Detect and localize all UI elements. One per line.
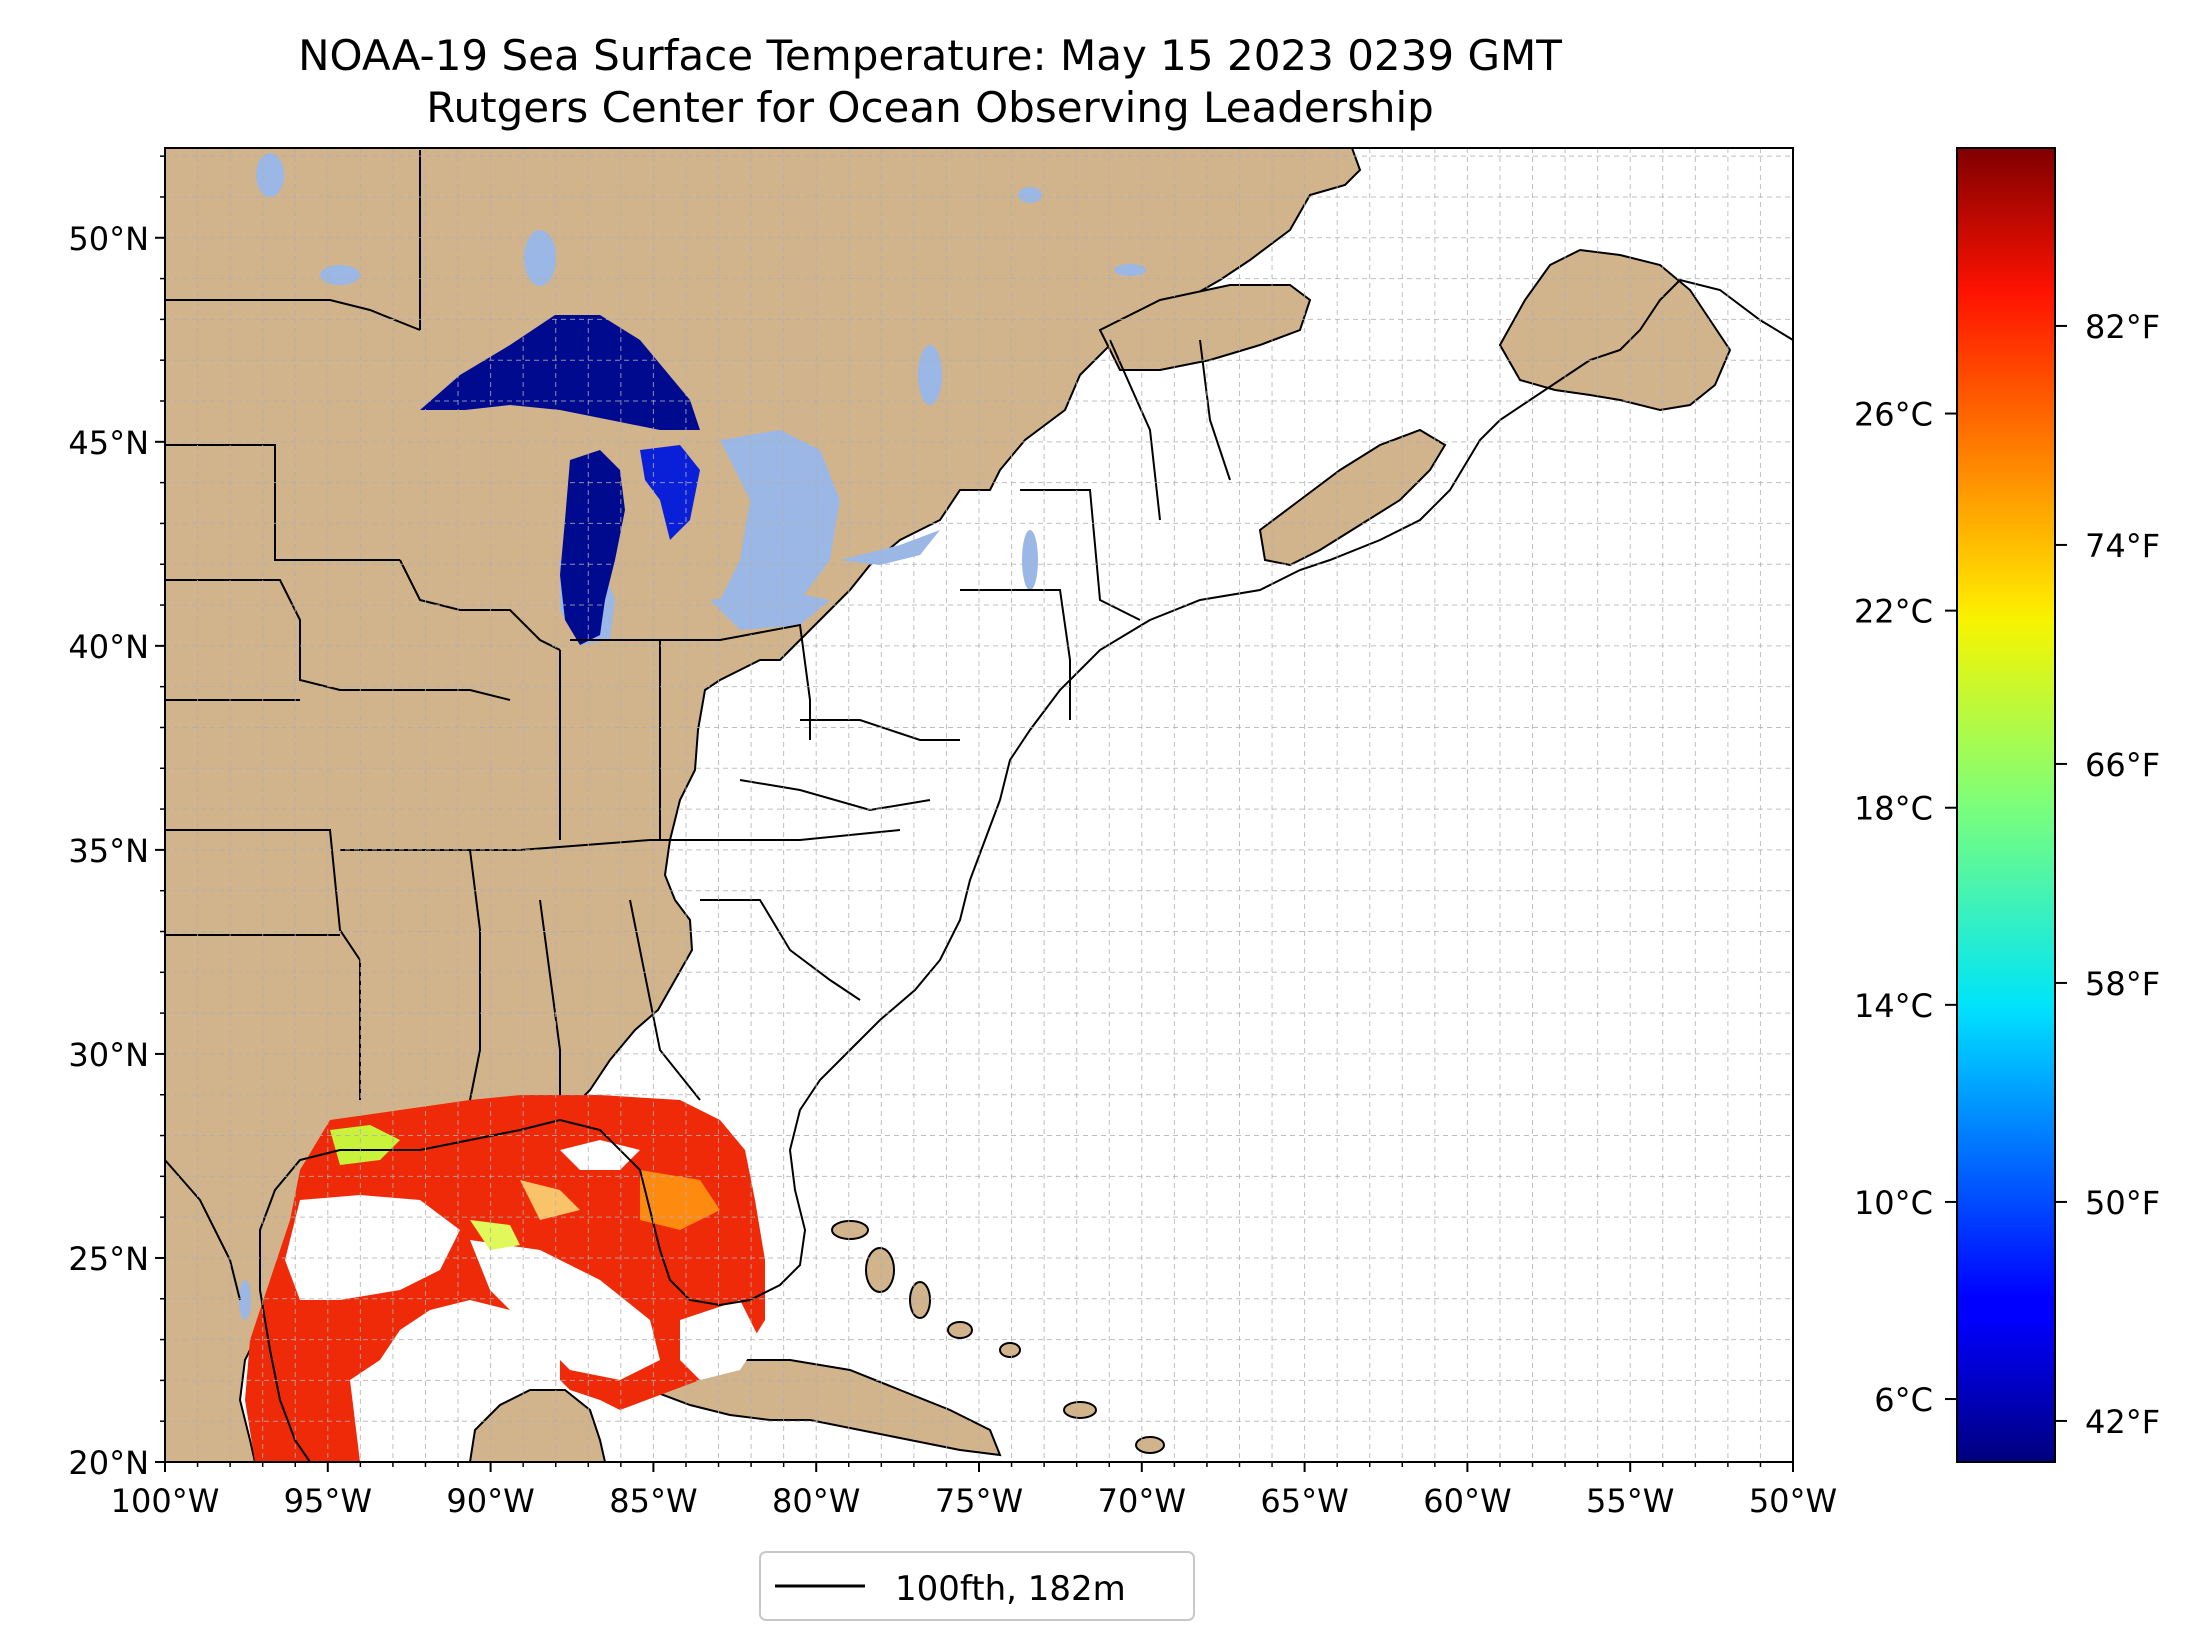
lat-tick-label: 25°N <box>68 1240 149 1278</box>
colorbar-c-tick-label: 10°C <box>1854 1184 1933 1222</box>
cuba-land <box>647 1359 1002 1457</box>
title-line-2: Rutgers Center for Ocean Observing Leade… <box>426 83 1434 132</box>
lon-tick-label: 75°W <box>935 1482 1023 1520</box>
colorbar-f-tick-label: 42°F <box>2085 1403 2160 1441</box>
map-gridlines <box>165 148 1793 1462</box>
lon-tick-label: 100°W <box>111 1482 220 1520</box>
colorbar-f-tick-label: 66°F <box>2085 746 2160 784</box>
colorbar-fahrenheit-ticks: 42°F 50°F 58°F 66°F 74°F 82°F <box>2055 308 2160 1441</box>
bahamas-islands <box>831 1220 1165 1454</box>
longitude-ticks: 100°W 95°W 90°W 85°W 80°W 75°W 70°W 65°W 60°W 55°… <box>111 1462 1837 1520</box>
colorbar-f-tick-label: 50°F <box>2085 1184 2160 1222</box>
colorbar-c-tick-label: 22°C <box>1854 593 1933 631</box>
legend-box <box>759 1551 1195 1621</box>
lat-tick-label: 40°N <box>68 628 149 666</box>
legend: 100fth, 182m <box>759 1551 1195 1621</box>
latitude-ticks: 20°N 25°N 30°N 35°N 40°N 45°N 50°N <box>68 155 165 1482</box>
colorbar-celsius-ticks: 6°C 10°C 14°C 18°C 22°C 26°C <box>1854 396 1957 1419</box>
colorbar-c-tick-label: 26°C <box>1854 396 1933 434</box>
quebec-gaspe-land <box>1098 284 1312 371</box>
newfoundland-land <box>1498 248 1732 412</box>
colorbar-f-tick-label: 58°F <box>2085 965 2160 1003</box>
colorbar-gradient <box>1956 147 2056 1463</box>
lake-michigan-sst <box>560 450 625 645</box>
nova-scotia-land <box>1258 428 1447 567</box>
lon-tick-label: 65°W <box>1260 1482 1348 1520</box>
lon-tick-label: 55°W <box>1586 1482 1674 1520</box>
lon-tick-label: 50°W <box>1749 1482 1837 1520</box>
legend-entry-label: 100fth, 182m <box>895 1569 1126 1609</box>
isobath-100fth <box>259 278 1793 1462</box>
lon-tick-label: 90°W <box>446 1482 534 1520</box>
lake-huron-sst <box>640 445 700 540</box>
title-line-1: NOAA-19 Sea Surface Temperature: May 15 … <box>298 31 1562 80</box>
lat-tick-label: 20°N <box>68 1444 149 1482</box>
colorbar-c-tick-label: 6°C <box>1874 1381 1933 1419</box>
colorbar-c-tick-label: 18°C <box>1854 790 1933 828</box>
lat-tick-label: 35°N <box>68 832 149 870</box>
lon-tick-label: 60°W <box>1423 1482 1511 1520</box>
gulf-sst <box>245 1095 765 1462</box>
colorbar-f-tick-label: 74°F <box>2085 527 2160 565</box>
lon-tick-label: 80°W <box>772 1482 860 1520</box>
colorbar-c-tick-label: 14°C <box>1854 987 1933 1025</box>
lat-tick-label: 45°N <box>68 424 149 462</box>
lon-tick-label: 85°W <box>609 1482 697 1520</box>
colorbar-f-tick-label: 82°F <box>2085 308 2160 346</box>
map-title: NOAA-19 Sea Surface Temperature: May 15 … <box>0 30 1860 134</box>
lat-tick-label: 30°N <box>68 1036 149 1074</box>
lat-tick-label: 50°N <box>68 220 149 258</box>
lon-tick-label: 70°W <box>1098 1482 1186 1520</box>
lon-tick-label: 95°W <box>284 1482 372 1520</box>
